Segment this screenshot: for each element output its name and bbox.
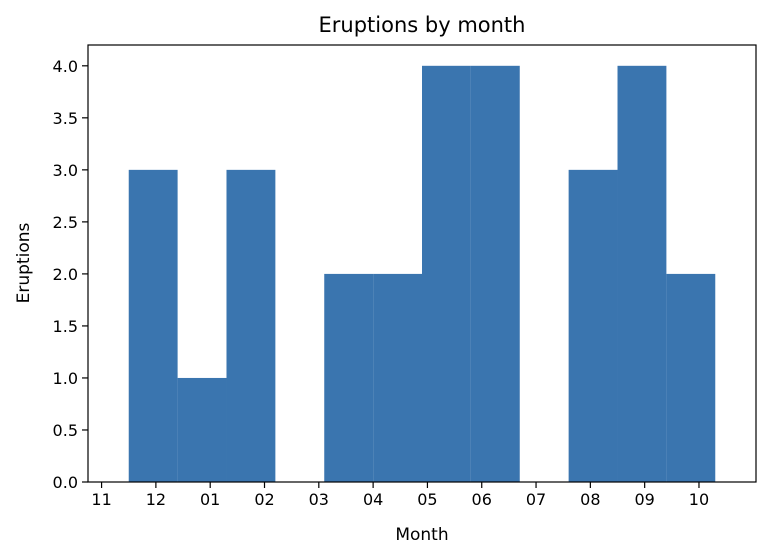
bar-0 xyxy=(128,169,178,482)
y-tick-label: 3.0 xyxy=(53,161,78,180)
x-tick-label: 10 xyxy=(689,490,709,509)
y-axis: 0.0 0.5 1.0 1.5 2.0 2.5 3.0 3.5 4.0 xyxy=(53,57,88,492)
plot-frame xyxy=(87,44,757,483)
bar-7 xyxy=(568,169,618,482)
bars xyxy=(128,65,716,483)
bar-1 xyxy=(177,377,227,482)
x-tick-label: 05 xyxy=(417,490,437,509)
y-tick-label: 4.0 xyxy=(53,57,78,76)
y-tick-label: 2.5 xyxy=(53,213,78,232)
chart-title: Eruptions by month xyxy=(319,13,526,37)
y-tick-label: 0.0 xyxy=(53,473,78,492)
y-tick-label: 3.5 xyxy=(53,109,78,128)
x-axis-label: Month xyxy=(395,525,448,545)
bar-8 xyxy=(617,65,667,483)
bar-5 xyxy=(422,65,471,483)
bar-9 xyxy=(666,273,716,482)
x-tick-label: 08 xyxy=(580,490,600,509)
y-tick-label: 2.0 xyxy=(53,265,78,284)
x-tick-label: 09 xyxy=(634,490,654,509)
bar-4 xyxy=(373,273,422,482)
x-tick-label: 07 xyxy=(526,490,546,509)
y-tick-label: 0.5 xyxy=(53,421,78,440)
bar-2 xyxy=(226,169,276,482)
x-tick-label: 04 xyxy=(363,490,383,509)
x-axis: 11 12 01 02 03 04 05 06 07 08 09 10 xyxy=(91,482,709,509)
y-tick-label: 1.5 xyxy=(53,317,78,336)
y-tick-label: 1.0 xyxy=(53,369,78,388)
x-tick-label: 01 xyxy=(200,490,220,509)
x-tick-label: 03 xyxy=(309,490,329,509)
bar-6 xyxy=(470,65,520,483)
bar-3 xyxy=(324,273,374,482)
x-tick-label: 06 xyxy=(472,490,492,509)
y-axis-label: Eruptions xyxy=(14,222,34,303)
x-tick-label: 11 xyxy=(91,490,111,509)
x-tick-label: 02 xyxy=(254,490,274,509)
x-tick-label: 12 xyxy=(146,490,166,509)
